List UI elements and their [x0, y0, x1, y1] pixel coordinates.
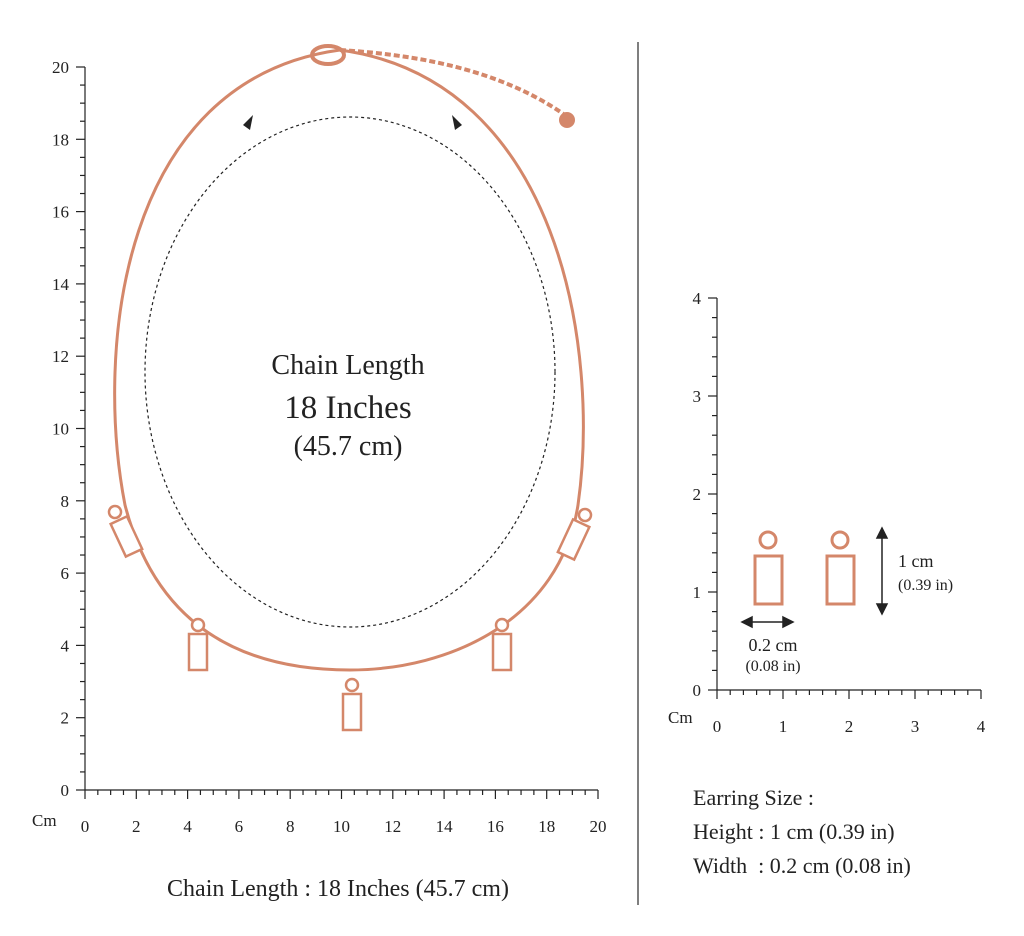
- width-line: Width : 0.2 cm (0.08 in): [693, 853, 911, 878]
- y-tick-label: 2: [61, 709, 70, 728]
- extender-ball: [559, 112, 575, 128]
- x-tick-label: 2: [845, 717, 854, 736]
- pendant: [341, 677, 363, 732]
- pendant-stone: [556, 517, 592, 562]
- pendant-stone: [491, 632, 513, 672]
- x-tick-label: 2: [132, 817, 141, 836]
- x-tick-label: 0: [713, 717, 722, 736]
- x-tick-label: 10: [333, 817, 350, 836]
- x-tick-label: 1: [779, 717, 788, 736]
- earring-stud: [758, 530, 778, 550]
- y-tick-label: 8: [61, 492, 70, 511]
- x-tick-label: 20: [590, 817, 607, 836]
- height-line: Height : 1 cm (0.39 in): [693, 819, 895, 844]
- ruler-unit: Cm: [32, 811, 57, 830]
- y-tick-label: 14: [52, 275, 70, 294]
- y-tick-label: 4: [61, 636, 70, 655]
- y-tick-label: 18: [52, 130, 69, 149]
- extender: [339, 48, 567, 117]
- dimension-arrows: [740, 526, 889, 629]
- earring-stud: [830, 530, 850, 550]
- necklace: [113, 44, 585, 672]
- y-tick-label: 16: [52, 203, 69, 222]
- y-tick-label: 6: [61, 564, 70, 583]
- x-tick-label: 8: [286, 817, 295, 836]
- y-tick-label: 3: [693, 387, 702, 406]
- height-in: (0.39 in): [898, 577, 953, 594]
- x-tick-label: 3: [911, 717, 920, 736]
- width-arrow-heads: [740, 615, 795, 629]
- pendant-stud: [344, 677, 360, 693]
- chain-length-in: 18 Inches: [284, 390, 411, 426]
- x-tick-label: 12: [384, 817, 401, 836]
- clasp: [310, 44, 346, 66]
- pendant-stud: [494, 617, 510, 633]
- chain: [113, 48, 585, 672]
- x-tick-label: 4: [977, 717, 986, 736]
- pendants: [107, 504, 593, 732]
- y-tick-label: 2: [693, 485, 702, 504]
- earring-stone: [825, 554, 856, 606]
- y-tick-label: 20: [52, 58, 69, 77]
- earrings: [753, 530, 856, 606]
- x-tick-label: 16: [487, 817, 504, 836]
- y-tick-label: 0: [61, 781, 70, 800]
- pendant-stud: [577, 507, 593, 523]
- y-tick-label: 10: [52, 420, 69, 439]
- pendant-stone: [341, 692, 363, 732]
- pendant-stud: [107, 504, 123, 520]
- ruler-unit: Cm: [668, 708, 693, 727]
- pendant-stud: [190, 617, 206, 633]
- height-arrow-heads: [875, 526, 889, 616]
- y-tick-label: 12: [52, 347, 69, 366]
- pendant-stone: [108, 514, 144, 559]
- size-title: Earring Size :: [693, 785, 814, 810]
- earring-stone: [753, 554, 784, 606]
- pendant: [187, 617, 209, 672]
- pendant: [556, 507, 593, 562]
- pendant: [107, 504, 144, 559]
- width-label: 0.2 cm: [749, 635, 798, 655]
- chain-caption: Chain Length : 18 Inches (45.7 cm): [167, 876, 509, 902]
- dashed-arrow: [144, 116, 556, 628]
- y-tick-label: 4: [693, 289, 702, 308]
- x-tick-label: 18: [538, 817, 555, 836]
- y-tick-label: 0: [693, 681, 702, 700]
- height-label: 1 cm: [898, 551, 934, 571]
- pendant-stone: [187, 632, 209, 672]
- chain-title: Chain Length: [271, 350, 424, 381]
- pendant: [491, 617, 513, 672]
- x-tick-label: 6: [235, 817, 244, 836]
- chain-length-cm: (45.7 cm): [294, 431, 403, 462]
- y-tick-label: 1: [693, 583, 702, 602]
- width-in: (0.08 in): [745, 658, 800, 675]
- x-tick-label: 14: [436, 817, 454, 836]
- x-tick-label: 0: [81, 817, 90, 836]
- x-tick-label: 4: [183, 817, 192, 836]
